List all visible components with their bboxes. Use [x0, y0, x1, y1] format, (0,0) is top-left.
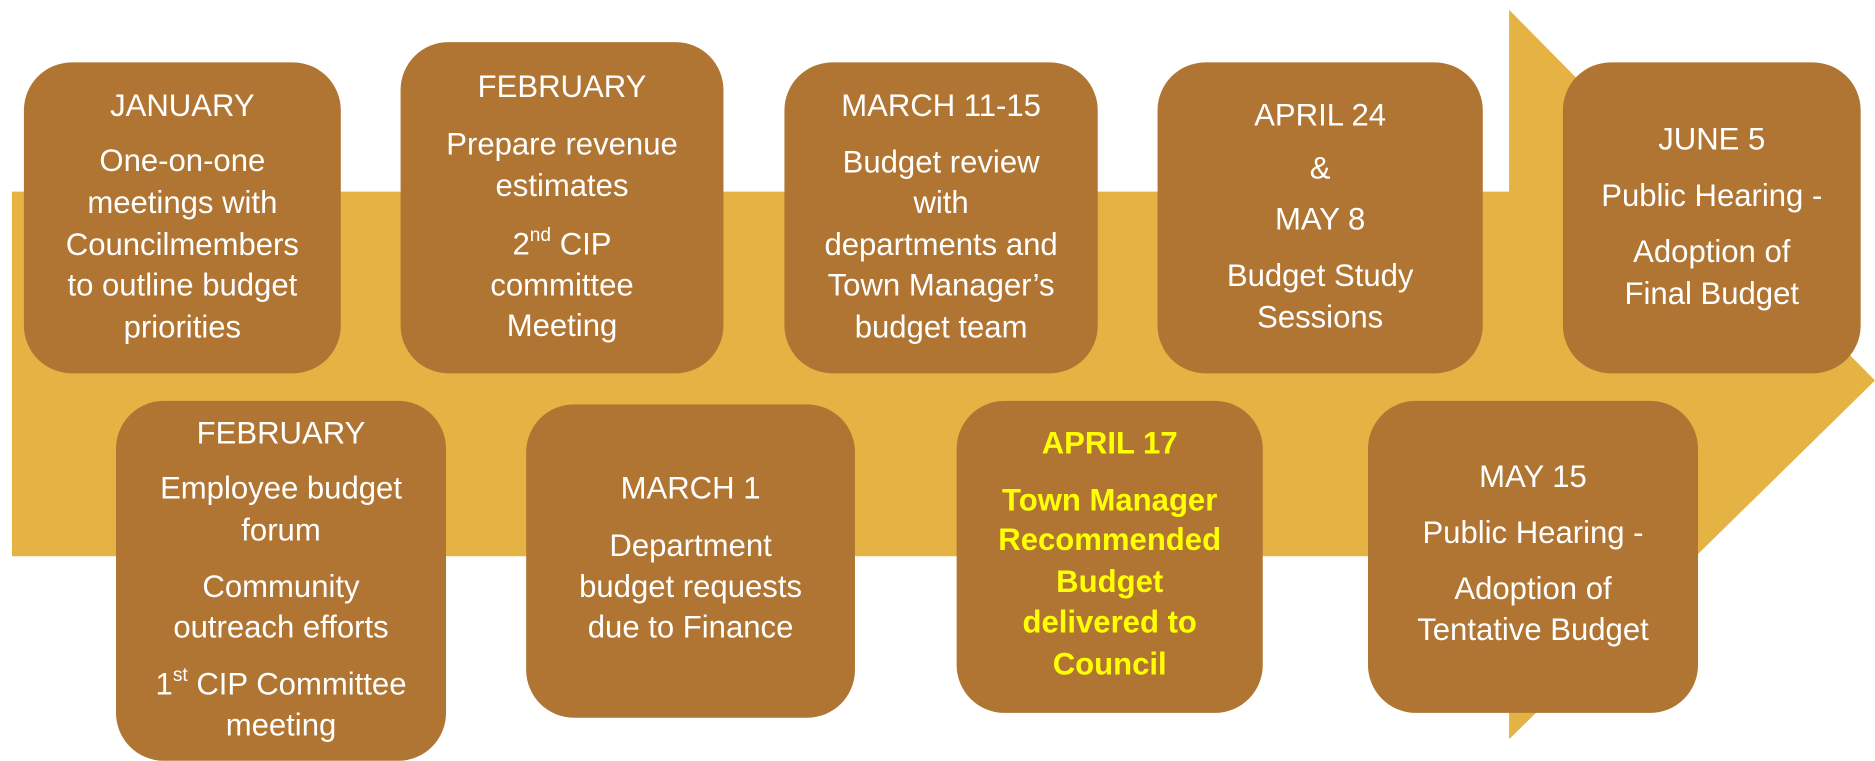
- milestone-text: Town Manager: [1002, 483, 1217, 518]
- milestone-box: [1367, 400, 1699, 713]
- milestone-text: priorities: [124, 309, 241, 344]
- milestone-date: APRIL 17: [1042, 425, 1178, 460]
- superscript: nd: [530, 225, 551, 246]
- milestone-text: Budget: [1056, 564, 1163, 599]
- milestone-box: [784, 62, 1098, 374]
- milestone-box: [1157, 62, 1483, 374]
- milestone-date: APRIL 24: [1254, 98, 1386, 133]
- milestone-date: MARCH 11-15: [841, 88, 1041, 123]
- milestone-text: Prepare revenue: [446, 126, 678, 161]
- milestone-text: Town Manager’s: [828, 267, 1055, 302]
- milestone: JANUARY One-on-one meetings with Councilmem…: [23, 62, 341, 374]
- milestone-text: meeting: [226, 707, 337, 742]
- milestone-text: with: [912, 185, 968, 220]
- milestone-text: Public Hearing -: [1422, 515, 1643, 550]
- milestone-text: 1st CIP Committee: [156, 665, 407, 702]
- milestone-box: [400, 42, 724, 374]
- milestone-text: Department: [609, 528, 772, 563]
- milestone-text: committee: [490, 267, 633, 302]
- milestone-text: Recommended: [998, 522, 1221, 557]
- milestone-text: budget requests: [579, 569, 802, 604]
- milestone-text: Adoption of: [1633, 234, 1791, 269]
- milestone-text: delivered to: [1022, 605, 1196, 640]
- milestone-text: MAY 8: [1275, 202, 1365, 237]
- milestone: APRIL 24 & MAY 8 Budget Study Sessions: [1157, 62, 1483, 374]
- milestone-date: JUNE 5: [1658, 122, 1765, 157]
- text-part: CIP: [551, 227, 611, 262]
- milestone-text: Employee budget: [160, 471, 402, 506]
- milestone: FEBRUARY Employee budget forum Community out…: [115, 400, 447, 761]
- text-part: CIP Committee: [188, 667, 407, 702]
- milestone-text: due to Finance: [588, 609, 794, 644]
- milestone-text: Adoption of: [1454, 571, 1612, 606]
- milestone-text: Sessions: [1257, 300, 1383, 335]
- milestone-text: 2nd CIP: [513, 225, 612, 262]
- milestone: JUNE 5 Public Hearing - Adoption of Final B…: [1562, 62, 1861, 374]
- milestone-text: budget team: [855, 309, 1028, 344]
- text-part: 1: [156, 667, 173, 702]
- milestone-date: FEBRUARY: [478, 69, 647, 104]
- milestone-text: Final Budget: [1625, 276, 1800, 311]
- milestone-text: &: [1310, 150, 1331, 185]
- milestone-text: departments and: [824, 227, 1057, 262]
- milestone: MARCH 1 Department budget requests due to F…: [526, 404, 855, 718]
- milestone-text: outreach efforts: [173, 609, 388, 644]
- milestone-box: [1562, 62, 1861, 374]
- milestone: MAY 15 Public Hearing - Adoption of Tentati…: [1367, 400, 1699, 713]
- milestone-text: One-on-one: [99, 143, 265, 178]
- milestone-date: MAY 15: [1479, 459, 1587, 494]
- milestone-text: Councilmembers: [66, 227, 299, 262]
- milestone-text: Budget Study: [1227, 258, 1414, 293]
- milestone-date: JANUARY: [110, 88, 255, 123]
- milestone-text: to outline budget: [67, 267, 297, 302]
- milestone-text: Public Hearing -: [1601, 178, 1822, 213]
- milestone-box: [115, 400, 447, 761]
- milestone: FEBRUARY Prepare revenue estimates 2nd CIP c…: [400, 42, 724, 374]
- milestone: MARCH 11-15 Budget review with departments …: [784, 62, 1098, 374]
- milestone-text: Tentative Budget: [1417, 612, 1649, 647]
- milestone-date: FEBRUARY: [197, 416, 366, 451]
- milestone-box: [526, 404, 855, 718]
- superscript: st: [173, 665, 189, 686]
- milestone-text: Community: [202, 569, 360, 604]
- milestone-text: Council: [1053, 647, 1167, 682]
- milestone-text: meetings with: [87, 185, 277, 220]
- milestone-text: Meeting: [507, 308, 618, 343]
- milestone-text: forum: [241, 513, 320, 548]
- milestone: APRIL 17 Town Manager Recommended Budget del…: [956, 400, 1263, 713]
- milestone-box: [23, 62, 341, 374]
- milestone-text: estimates: [496, 168, 629, 203]
- milestone-text: Budget review: [843, 144, 1040, 179]
- milestone-box: [956, 400, 1263, 713]
- text-part: 2: [513, 227, 530, 262]
- milestone-date: MARCH 1: [621, 471, 761, 506]
